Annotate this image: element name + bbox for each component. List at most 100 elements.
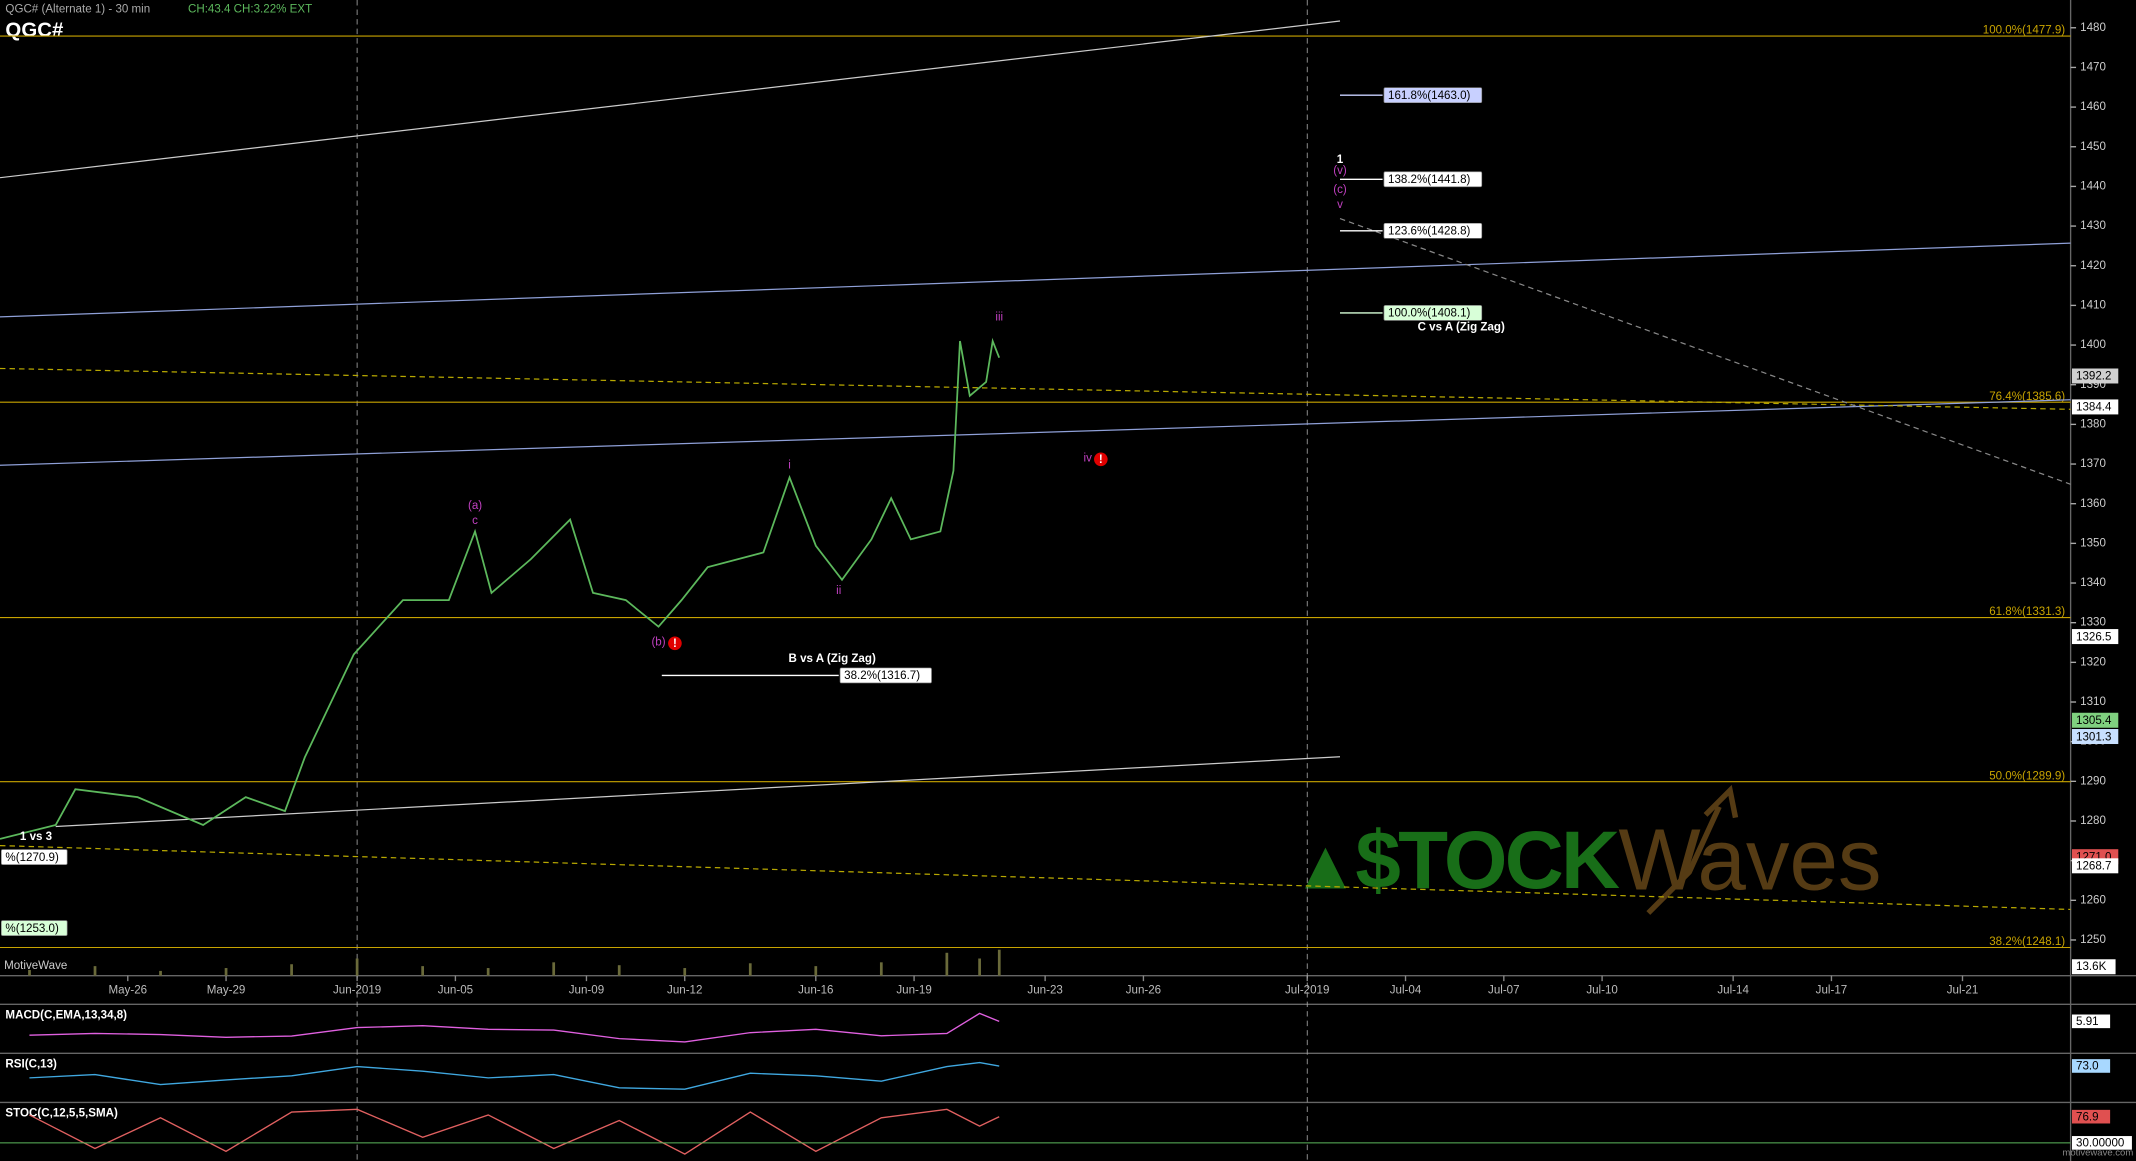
- wave-label: (a): [468, 500, 482, 512]
- volume-bar: [978, 958, 981, 976]
- projection-box: [839, 667, 932, 684]
- x-tick-label: Jul-21: [1947, 985, 1979, 997]
- logo: $TOCK Waves: [1305, 784, 1882, 915]
- y-tick-label: 1370: [2080, 458, 2106, 470]
- wave-label: C vs A (Zig Zag): [1418, 321, 1505, 333]
- x-tick-label: Jul-07: [1488, 985, 1520, 997]
- volume-bar: [552, 962, 556, 976]
- indicator-tag: 76.9: [2076, 1111, 2099, 1123]
- price-tag: 1384.4: [2076, 402, 2112, 414]
- x-tick-label: Jul-04: [1390, 985, 1422, 997]
- projection-label: 100.0%(1408.1): [1388, 308, 1471, 320]
- x-tick-label: Jun-2019: [333, 985, 381, 997]
- volume-bar: [748, 963, 752, 976]
- footer: motivewave.com: [2062, 1147, 2133, 1158]
- wave-label: ii: [836, 585, 841, 597]
- wave-label: B vs A (Zig Zag): [789, 653, 876, 665]
- y-tick-label: 1480: [2080, 22, 2106, 34]
- indicator-level-box: [2071, 1136, 2132, 1150]
- x-tick-label: Jul-10: [1586, 985, 1618, 997]
- indicator-label: RSI(C,13): [5, 1058, 57, 1070]
- y-tick-label: 1450: [2080, 141, 2106, 153]
- volume-bar: [997, 949, 1001, 976]
- y-tick-label: 1330: [2080, 617, 2106, 629]
- platform: MotiveWave: [4, 960, 67, 972]
- y-tick-label: 1400: [2080, 339, 2106, 351]
- volume-bar: [28, 969, 31, 976]
- fib-level-label: 38.2%(1248.1): [1989, 936, 2065, 948]
- x-tick-label: Jun-16: [798, 985, 833, 997]
- volume-bar: [617, 965, 621, 976]
- y-tick-label: 1320: [2080, 656, 2106, 668]
- alert-text: !: [1099, 454, 1103, 466]
- trendline: [55, 756, 1341, 828]
- projection-box: [1383, 87, 1483, 104]
- price-tag-box: [2071, 368, 2119, 384]
- price-tag: 1268.7: [2076, 861, 2111, 873]
- alert-marker: [1094, 452, 1108, 467]
- y-tick-label: 1410: [2080, 299, 2106, 311]
- projection-label: %(1253.0): [5, 923, 59, 935]
- trendline: [0, 242, 2071, 318]
- projection-box: [1, 920, 68, 936]
- volume-bar: [879, 962, 883, 976]
- volume-bar: [945, 952, 949, 976]
- y-tick-label: 1430: [2080, 220, 2106, 232]
- volume-bar: [486, 968, 490, 976]
- y-tick-label: 1260: [2080, 894, 2106, 906]
- indicator-label: MACD(C,EMA,13,34,8): [5, 1009, 127, 1021]
- y-tick-label: 1460: [2080, 101, 2106, 113]
- indicator-tag-box: [2071, 1014, 2111, 1029]
- logo-right: Waves: [1618, 812, 1881, 909]
- logo-left: $TOCK: [1355, 815, 1620, 906]
- volume-bar: [290, 964, 293, 976]
- y-tick-label: 1420: [2080, 260, 2106, 272]
- x-tick-label: Jul-14: [1717, 985, 1749, 997]
- logo-triangle: [1305, 847, 1346, 889]
- wave-label: iii: [995, 311, 1003, 323]
- fib-level-label: 76.4%(1385.6): [1989, 391, 2065, 403]
- x-tick-label: Jun-19: [896, 985, 931, 997]
- wave-label: v: [1337, 199, 1343, 211]
- price-tag: 1392.2: [2076, 371, 2111, 383]
- indicator-line: [29, 1012, 1000, 1043]
- indicator-label: STOC(C,12,5,5,SMA): [5, 1107, 118, 1119]
- x-tick-label: Jun-23: [1027, 985, 1062, 997]
- trendline: [0, 844, 2071, 911]
- x-tick-label: May-29: [207, 985, 246, 997]
- y-tick-label: 1470: [2080, 61, 2106, 73]
- volume-bar: [421, 966, 425, 976]
- y-tick-label: 1340: [2080, 577, 2106, 589]
- y-tick-label: 1280: [2080, 815, 2106, 827]
- wave-label: (b): [651, 637, 665, 649]
- volume-tag: 13.6K: [2076, 961, 2107, 973]
- x-tick-label: Jun-12: [667, 985, 702, 997]
- fib-level-label: 61.8%(1331.3): [1989, 606, 2065, 618]
- trendline: [0, 20, 1341, 179]
- indicator-tag-box: [2071, 1059, 2111, 1073]
- price-line: [0, 337, 1001, 840]
- x-tick-label: Jun-05: [438, 985, 473, 997]
- price-tag: 1301.3: [2076, 731, 2111, 743]
- y-tick-label: 1250: [2080, 934, 2106, 946]
- volume-bar: [159, 970, 162, 976]
- y-tick-label: 1360: [2080, 498, 2106, 510]
- projection-label: 123.6%(1428.8): [1388, 226, 1471, 238]
- projection-label: 138.2%(1441.8): [1388, 174, 1471, 186]
- trendline: [0, 367, 2071, 410]
- volume-tag-box: [2071, 959, 2116, 975]
- fib-level-label: 50.0%(1289.9): [1989, 770, 2065, 782]
- x-tick-label: Jul-17: [1816, 985, 1848, 997]
- price-tag-box: [2071, 729, 2119, 745]
- price-tag: 1305.4: [2076, 715, 2112, 727]
- projection-box: [1383, 222, 1483, 239]
- fib-level-label: 100.0%(1477.9): [1983, 25, 2066, 37]
- price-tag-box: [2071, 399, 2119, 415]
- price-tag: 1326.5: [2076, 631, 2111, 643]
- volume-bar: [683, 968, 687, 976]
- volume-bar: [355, 958, 359, 976]
- projection-label: %(1270.9): [5, 852, 59, 864]
- x-tick-label: Jun-26: [1126, 985, 1161, 997]
- indicator-level-label: 30.00000: [2076, 1138, 2124, 1150]
